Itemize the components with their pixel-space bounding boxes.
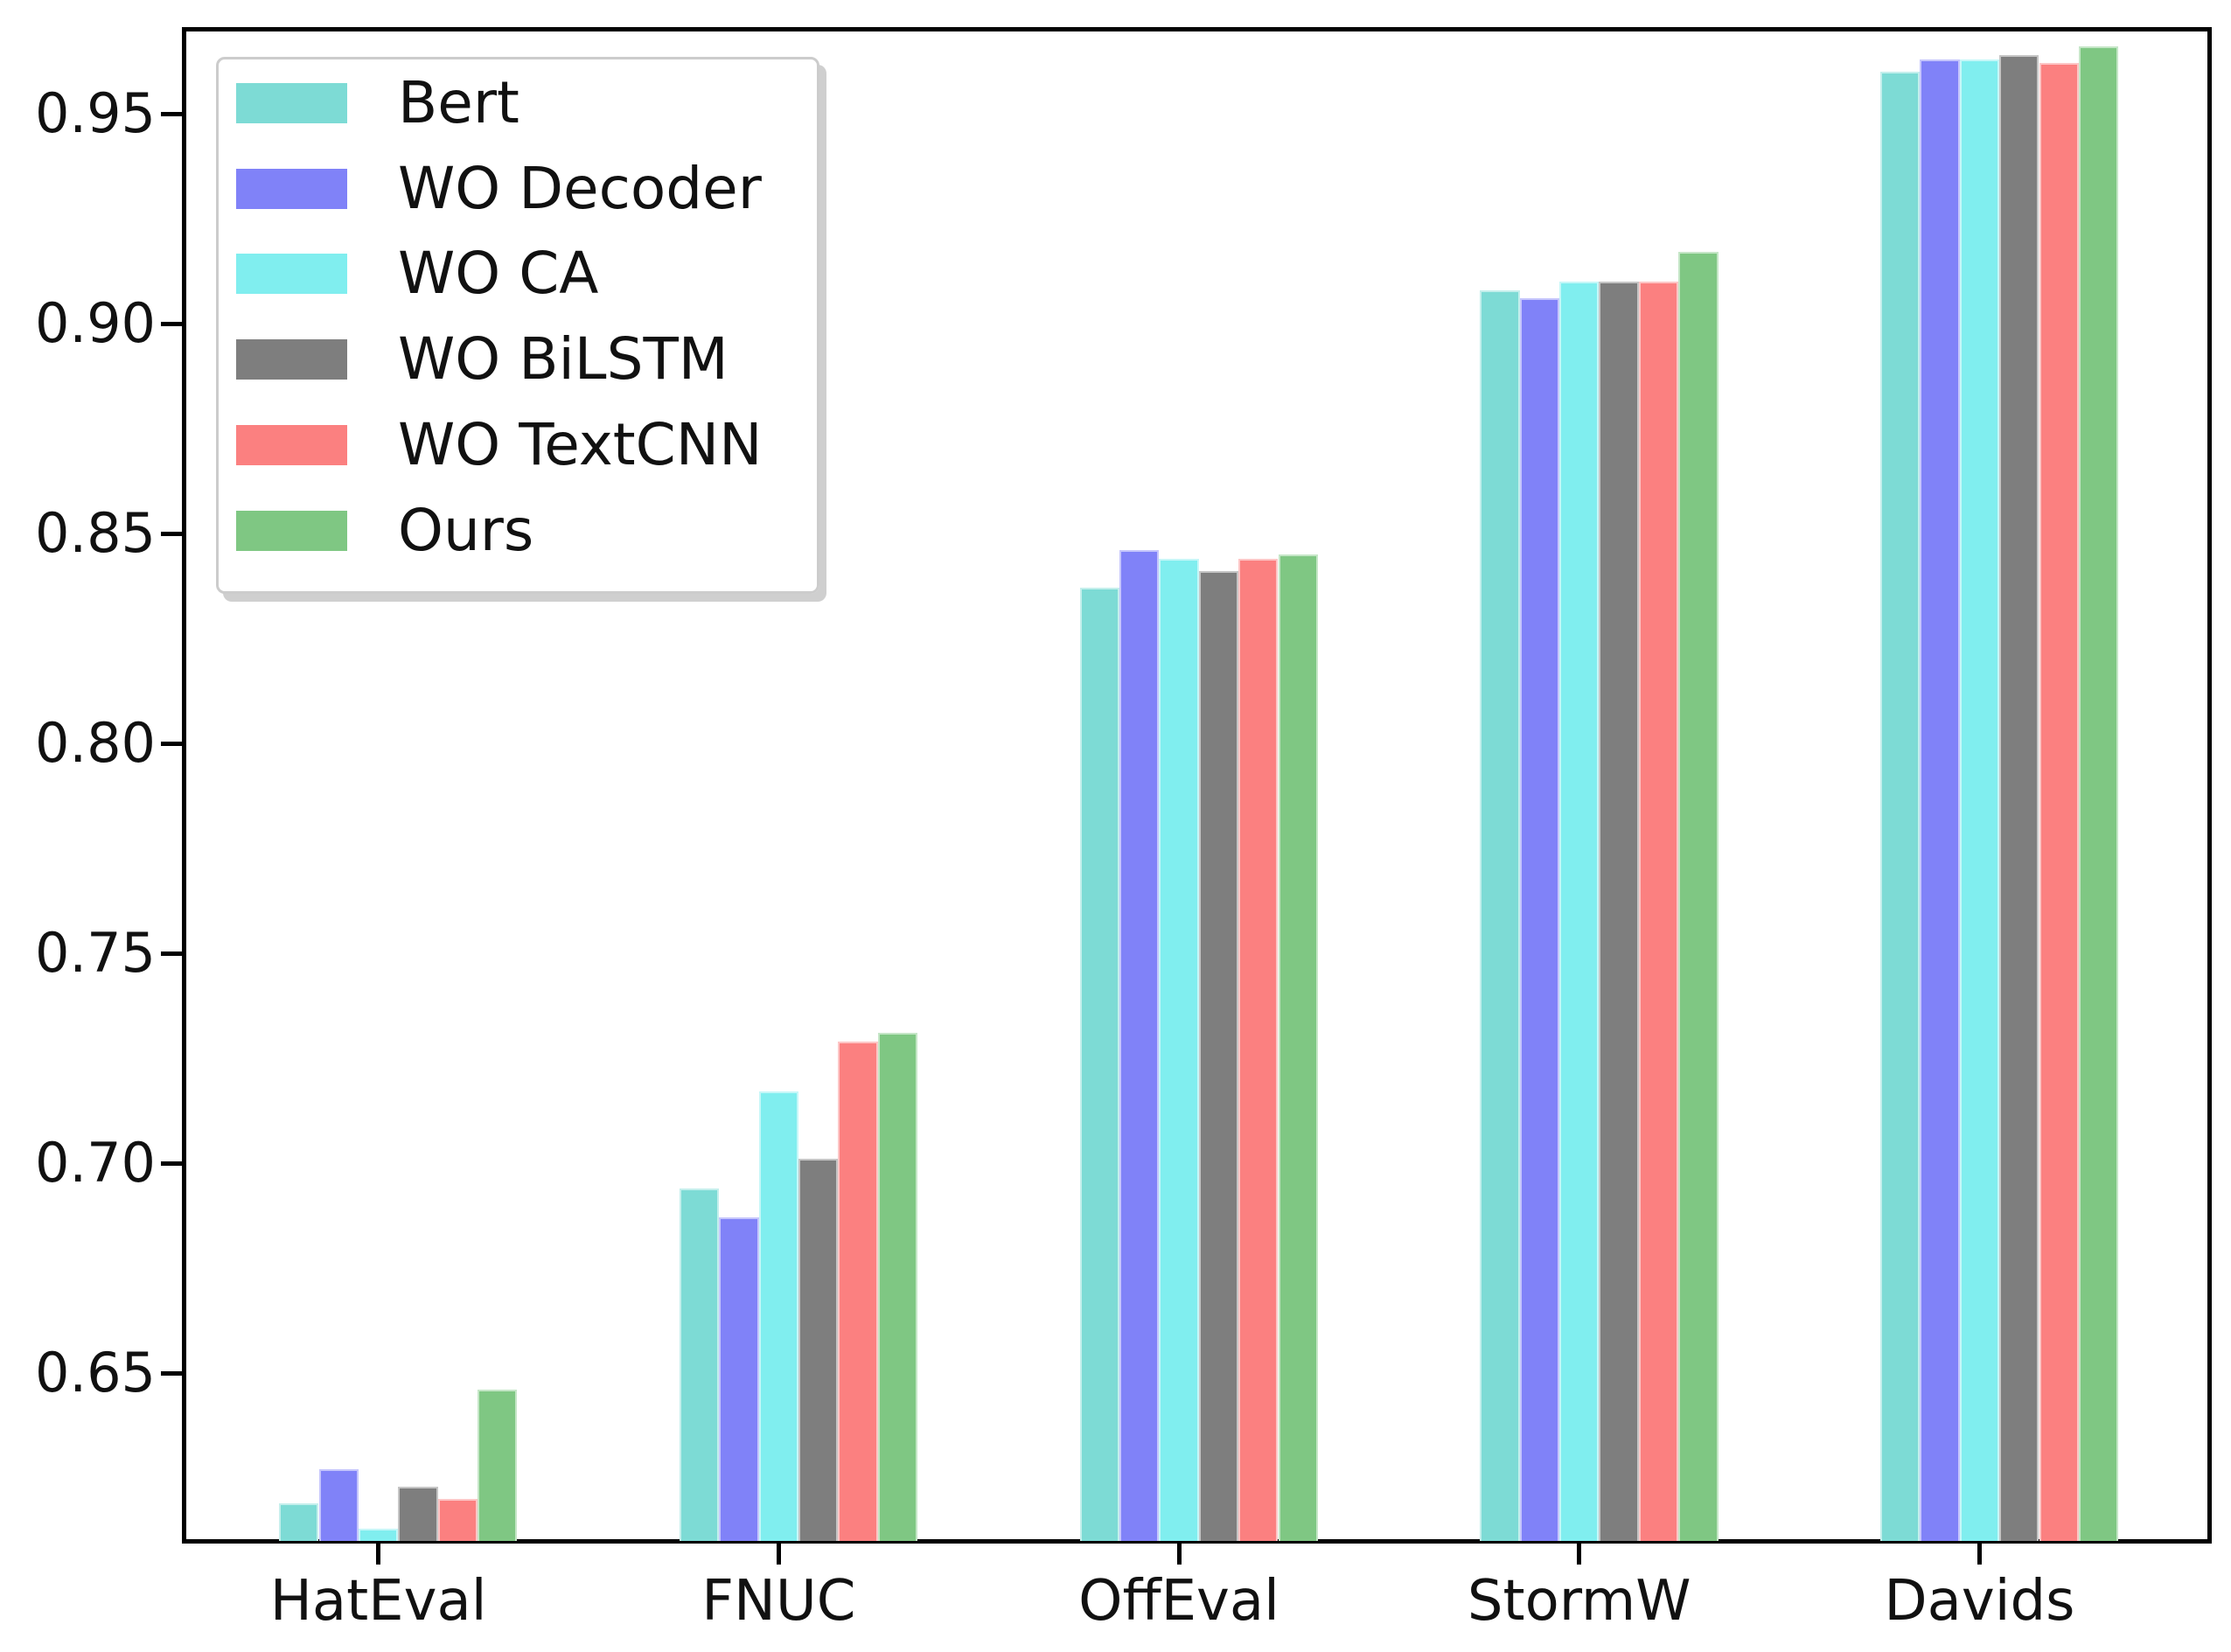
legend: Bert WO Decoder WO CA WO BiLSTM WO TextCNN Ou…: [216, 57, 819, 594]
x-tick-label-stormw: StormW: [1467, 1569, 1691, 1634]
bar-wo-ca-offeval: [1159, 558, 1199, 1541]
y-tick-mark-0.75: [161, 951, 182, 956]
bar-wo-bilstm-hateval: [398, 1486, 438, 1541]
axis-spine-left: [182, 27, 186, 1544]
bar-wo-textcnn-stormw: [1638, 282, 1679, 1541]
legend-swatch-bert: [236, 83, 347, 123]
bar-wo-decoder-hateval: [318, 1469, 359, 1541]
y-tick-label-0.70: 0.70: [34, 1131, 156, 1195]
x-tick-label-davids: Davids: [1884, 1569, 2075, 1634]
bar-ours-stormw: [1678, 252, 1719, 1541]
y-tick-mark-0.70: [161, 1161, 182, 1166]
y-tick-mark-0.95: [161, 111, 182, 116]
legend-swatch-ours: [236, 510, 347, 551]
bar-ours-fnuc: [877, 1033, 918, 1541]
y-tick-mark-0.85: [161, 531, 182, 536]
bar-ours-offeval: [1278, 554, 1318, 1541]
bar-wo-decoder-fnuc: [719, 1217, 759, 1541]
legend-item-wo-bilstm: WO BiLSTM: [236, 325, 729, 394]
y-tick-label-0.95: 0.95: [34, 81, 156, 145]
bar-wo-ca-fnuc: [758, 1091, 798, 1541]
y-tick-mark-0.65: [161, 1370, 182, 1376]
x-tick-label-fnuc: FNUC: [701, 1569, 856, 1634]
y-tick-mark-0.90: [161, 321, 182, 326]
axis-spine-right: [2207, 27, 2212, 1544]
legend-label-wo-bilstm: WO BiLSTM: [398, 325, 729, 394]
x-tick-mark-hateval: [376, 1544, 381, 1565]
bar-wo-textcnn-offeval: [1238, 558, 1279, 1541]
legend-item-wo-ca: WO CA: [236, 240, 599, 308]
legend-item-wo-textcnn: WO TextCNN: [236, 410, 763, 478]
axis-spine-top: [182, 27, 2212, 31]
bar-wo-decoder-stormw: [1519, 298, 1559, 1541]
bar-wo-bilstm-stormw: [1599, 282, 1639, 1541]
legend-item-wo-decoder: WO Decoder: [236, 154, 762, 222]
legend-item-ours: Ours: [236, 496, 534, 564]
bar-wo-textcnn-fnuc: [838, 1041, 878, 1541]
y-tick-label-0.80: 0.80: [34, 711, 156, 775]
bar-bert-offeval: [1079, 588, 1119, 1541]
x-tick-label-offeval: OffEval: [1078, 1569, 1279, 1634]
axis-spine-bottom: [182, 1539, 2212, 1544]
legend-swatch-wo-textcnn: [236, 424, 347, 465]
bar-wo-bilstm-offeval: [1198, 571, 1239, 1541]
bar-bert-stormw: [1480, 289, 1520, 1541]
bar-ours-davids: [2078, 46, 2119, 1541]
legend-label-ours: Ours: [398, 496, 534, 564]
bar-ours-hateval: [478, 1390, 518, 1541]
bar-bert-davids: [1879, 72, 1921, 1541]
x-tick-mark-davids: [1977, 1544, 1982, 1565]
y-tick-label-0.90: 0.90: [34, 291, 156, 355]
x-tick-label-hateval: HatEval: [269, 1569, 487, 1634]
y-tick-label-0.85: 0.85: [34, 501, 156, 565]
bar-wo-ca-stormw: [1559, 282, 1600, 1541]
legend-item-bert: Bert: [236, 69, 519, 136]
legend-label-wo-decoder: WO Decoder: [398, 154, 762, 222]
x-tick-mark-fnuc: [776, 1544, 781, 1565]
x-tick-mark-offeval: [1176, 1544, 1182, 1565]
bar-wo-ca-davids: [1959, 59, 2000, 1541]
bar-wo-bilstm-davids: [1999, 54, 2039, 1541]
bar-wo-bilstm-fnuc: [798, 1159, 839, 1541]
bar-wo-decoder-offeval: [1119, 550, 1160, 1541]
bar-wo-textcnn-davids: [2039, 63, 2079, 1541]
y-tick-label-0.65: 0.65: [34, 1341, 156, 1405]
bar-wo-decoder-davids: [1920, 59, 1960, 1541]
bar-bert-hateval: [279, 1502, 319, 1541]
legend-label-bert: Bert: [398, 69, 519, 136]
y-tick-label-0.75: 0.75: [34, 921, 156, 985]
x-tick-mark-stormw: [1577, 1544, 1582, 1565]
bar-wo-ca-hateval: [358, 1528, 399, 1541]
y-tick-mark-0.80: [161, 741, 182, 746]
legend-label-wo-ca: WO CA: [398, 240, 599, 308]
legend-swatch-wo-bilstm: [236, 339, 347, 380]
bar-bert-fnuc: [679, 1188, 720, 1541]
legend-label-wo-textcnn: WO TextCNN: [398, 410, 763, 478]
legend-swatch-wo-decoder: [236, 168, 347, 209]
legend-swatch-wo-ca: [236, 254, 347, 295]
bar-wo-textcnn-hateval: [437, 1499, 478, 1541]
